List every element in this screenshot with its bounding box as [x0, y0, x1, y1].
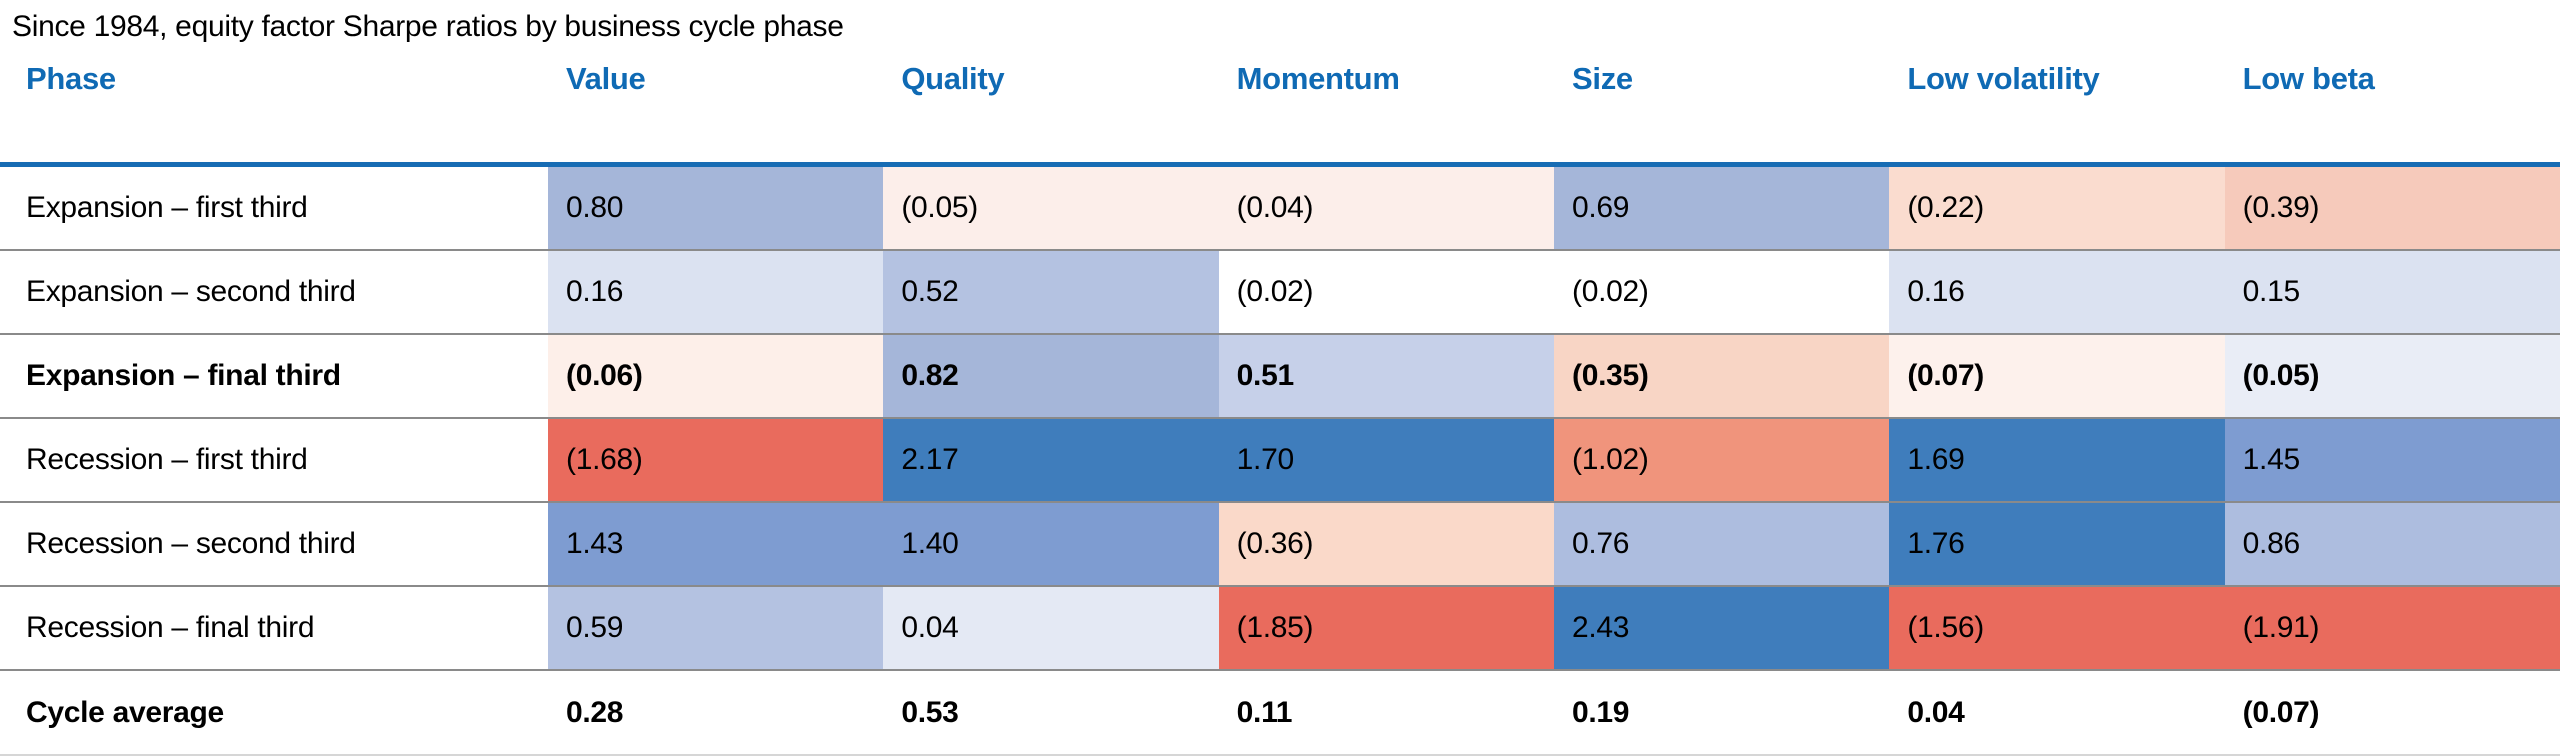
- chart-title: Since 1984, equity factor Sharpe ratios …: [12, 10, 844, 43]
- header-row: Phase Value Quality Momentum Size Low volatil…: [0, 45, 2560, 167]
- value-cell: (0.02): [1554, 251, 1890, 333]
- column-header-low-volatility: Low volatility: [1907, 61, 2100, 96]
- value-cell: 1.76: [1889, 503, 2225, 585]
- value-cell: (0.35): [1554, 335, 1890, 417]
- value-cell: (0.07): [2224, 671, 2560, 754]
- value-cell: (0.06): [548, 335, 884, 417]
- value-cell: (1.56): [1889, 587, 2225, 669]
- value-cell: 2.17: [883, 419, 1219, 501]
- value-cell: (0.05): [883, 167, 1219, 249]
- value-cell: (0.05): [2224, 335, 2560, 417]
- value-cell: (1.02): [1554, 419, 1890, 501]
- table-row: Expansion – second third 0.16 0.52 (0.02) (0…: [0, 251, 2560, 335]
- value-cell: (0.07): [1889, 335, 2225, 417]
- value-cell: 0.69: [1554, 167, 1890, 249]
- row-label: Expansion – first third: [26, 191, 308, 224]
- value-cell: 0.19: [1554, 671, 1890, 754]
- table-row: Cycle average 0.28 0.53 0.11 0.19 0.04 (0.07): [0, 671, 2560, 756]
- value-cell: (1.91): [2224, 587, 2560, 669]
- value-cell: 0.82: [883, 335, 1219, 417]
- row-label: Recession – final third: [26, 611, 315, 644]
- column-header-momentum: Momentum: [1236, 61, 1400, 96]
- table-row: Expansion – final third (0.06) 0.82 0.51 (0.…: [0, 335, 2560, 419]
- row-label: Cycle average: [26, 695, 224, 729]
- value-cell: 0.86: [2224, 503, 2560, 585]
- table-row: Recession – second third 1.43 1.40 (0.36) 0.…: [0, 503, 2560, 587]
- value-cell: 0.04: [883, 587, 1219, 669]
- value-cell: 0.59: [548, 587, 884, 669]
- value-cell: 0.15: [2224, 251, 2560, 333]
- value-cell: 0.16: [1889, 251, 2225, 333]
- value-cell: (0.22): [1889, 167, 2225, 249]
- value-cell: 1.69: [1889, 419, 2225, 501]
- value-cell: 1.70: [1218, 419, 1554, 501]
- row-label: Expansion – second third: [26, 275, 356, 308]
- column-header-phase: Phase: [26, 61, 116, 96]
- row-label: Recession – second third: [26, 527, 356, 560]
- table-row: Recession – first third (1.68) 2.17 1.70 (1.…: [0, 419, 2560, 503]
- value-cell: (1.85): [1218, 587, 1554, 669]
- value-cell: 0.76: [1554, 503, 1890, 585]
- value-cell: 1.45: [2224, 419, 2560, 501]
- value-cell: 0.04: [1889, 671, 2225, 754]
- value-cell: 0.52: [883, 251, 1219, 333]
- value-cell: 0.53: [883, 671, 1219, 754]
- value-cell: 1.40: [883, 503, 1219, 585]
- column-header-value: Value: [566, 61, 646, 96]
- value-cell: (0.02): [1218, 251, 1554, 333]
- value-cell: (0.36): [1218, 503, 1554, 585]
- value-cell: 1.43: [548, 503, 884, 585]
- value-cell: 0.80: [548, 167, 884, 249]
- value-cell: (0.39): [2224, 167, 2560, 249]
- value-cell: 0.16: [548, 251, 884, 333]
- value-cell: 0.11: [1218, 671, 1554, 754]
- column-header-low-beta: Low beta: [2242, 61, 2375, 96]
- value-cell: 2.43: [1554, 587, 1890, 669]
- value-cell: (1.68): [548, 419, 884, 501]
- table-body: Expansion – first third 0.80 (0.05) (0.04) 0…: [0, 167, 2560, 756]
- column-header-size: Size: [1572, 61, 1633, 96]
- table-row: Recession – final third 0.59 0.04 (1.85) 2.4…: [0, 587, 2560, 671]
- value-cell: 0.28: [548, 671, 884, 754]
- row-label: Expansion – final third: [26, 359, 341, 392]
- value-cell: (0.04): [1218, 167, 1554, 249]
- value-cell: 0.51: [1218, 335, 1554, 417]
- column-header-quality: Quality: [901, 61, 1005, 96]
- row-label: Recession – first third: [26, 443, 308, 476]
- table-row: Expansion – first third 0.80 (0.05) (0.04) 0…: [0, 167, 2560, 251]
